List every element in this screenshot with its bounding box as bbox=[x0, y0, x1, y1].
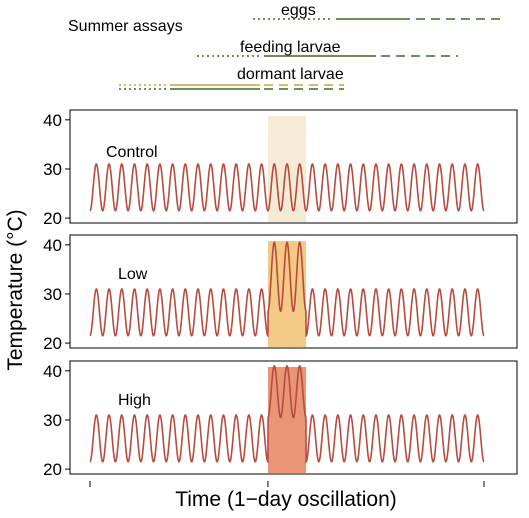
heat-window-shade bbox=[267, 367, 307, 473]
y-tick-label: 20 bbox=[43, 334, 62, 353]
panel-frame bbox=[69, 360, 518, 475]
temperature-series bbox=[89, 163, 485, 212]
y-tick-label: 30 bbox=[43, 411, 62, 430]
panel-frame bbox=[69, 109, 518, 224]
summer-assays-title: Summer assays bbox=[68, 18, 183, 35]
temperature-series bbox=[89, 364, 485, 464]
y-tick-label: 40 bbox=[43, 236, 62, 255]
stage-label-dormant-larvae: dormant larvae bbox=[237, 66, 344, 83]
y-tick-label: 30 bbox=[43, 285, 62, 304]
temperature-series bbox=[89, 241, 485, 338]
panel-label: High bbox=[118, 392, 151, 409]
y-tick-label: 20 bbox=[43, 460, 62, 479]
panel-high: 20 30 40 High bbox=[43, 360, 518, 479]
heat-window-shade bbox=[267, 241, 307, 347]
y-tick-label: 20 bbox=[43, 209, 62, 228]
stage-timeline bbox=[119, 18, 500, 90]
x-axis bbox=[89, 481, 485, 487]
heat-window-shade bbox=[267, 116, 307, 222]
panel-label: Control bbox=[106, 144, 158, 161]
y-tick-label: 40 bbox=[43, 362, 62, 381]
stage-label-feeding-larvae: feeding larvae bbox=[240, 39, 341, 56]
y-tick-label: 30 bbox=[43, 160, 62, 179]
x-axis-label: Time (1−day oscillation) bbox=[175, 488, 397, 511]
y-axis-label: Temperature (°C) bbox=[4, 209, 27, 370]
panel-low: 20 30 40 Low bbox=[43, 234, 518, 353]
panel-label: Low bbox=[118, 266, 148, 283]
stage-label-eggs: eggs bbox=[281, 2, 316, 19]
panel-frame bbox=[69, 234, 518, 349]
y-tick-label: 40 bbox=[43, 111, 62, 130]
panels: 20 30 40 Control 20 30 40 Low 20 30 40 High bbox=[43, 109, 518, 479]
panel-control: 20 30 40 Control bbox=[43, 109, 518, 228]
